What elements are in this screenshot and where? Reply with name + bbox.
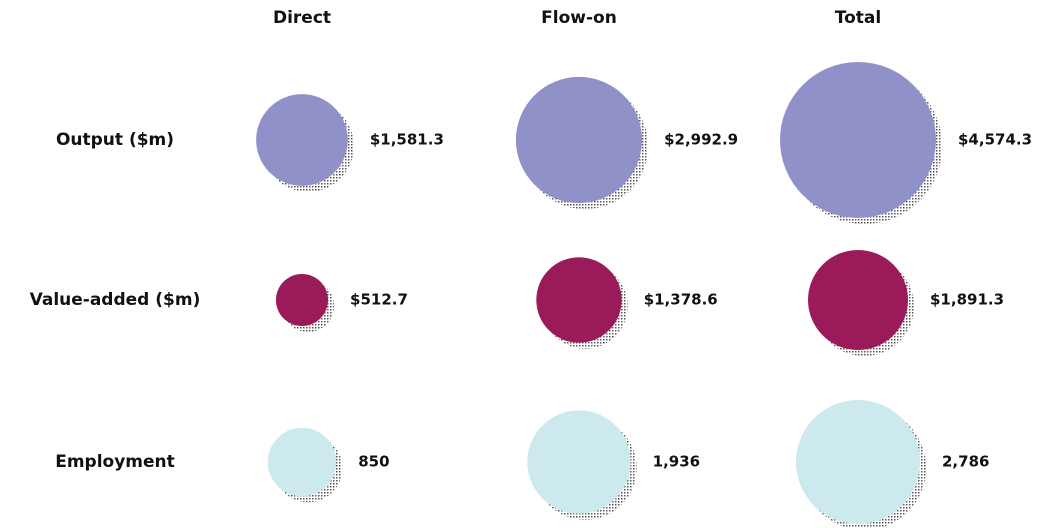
row-label: Value-added ($m) <box>30 290 201 310</box>
value-label: $1,378.6 <box>644 291 718 309</box>
value-label: $1,891.3 <box>930 291 1004 309</box>
bubble <box>256 94 348 186</box>
bubble <box>527 410 631 514</box>
bubble <box>515 76 643 204</box>
bubble <box>275 273 329 327</box>
bubble <box>796 400 920 524</box>
value-label: 2,786 <box>942 453 989 471</box>
column-header: Total <box>835 8 881 28</box>
bubble <box>780 62 936 218</box>
value-label: 850 <box>358 453 389 471</box>
value-label: $512.7 <box>350 291 408 309</box>
value-label: $2,992.9 <box>664 131 738 149</box>
value-label: 1,936 <box>653 453 700 471</box>
value-label: $1,581.3 <box>370 131 444 149</box>
row-label: Employment <box>55 452 175 472</box>
column-header: Direct <box>273 8 331 28</box>
column-header: Flow-on <box>541 8 617 28</box>
row-label: Output ($m) <box>56 130 174 150</box>
value-label: $4,574.3 <box>958 131 1032 149</box>
bubble <box>267 427 337 497</box>
bubble <box>808 250 908 350</box>
bubble <box>536 257 622 343</box>
